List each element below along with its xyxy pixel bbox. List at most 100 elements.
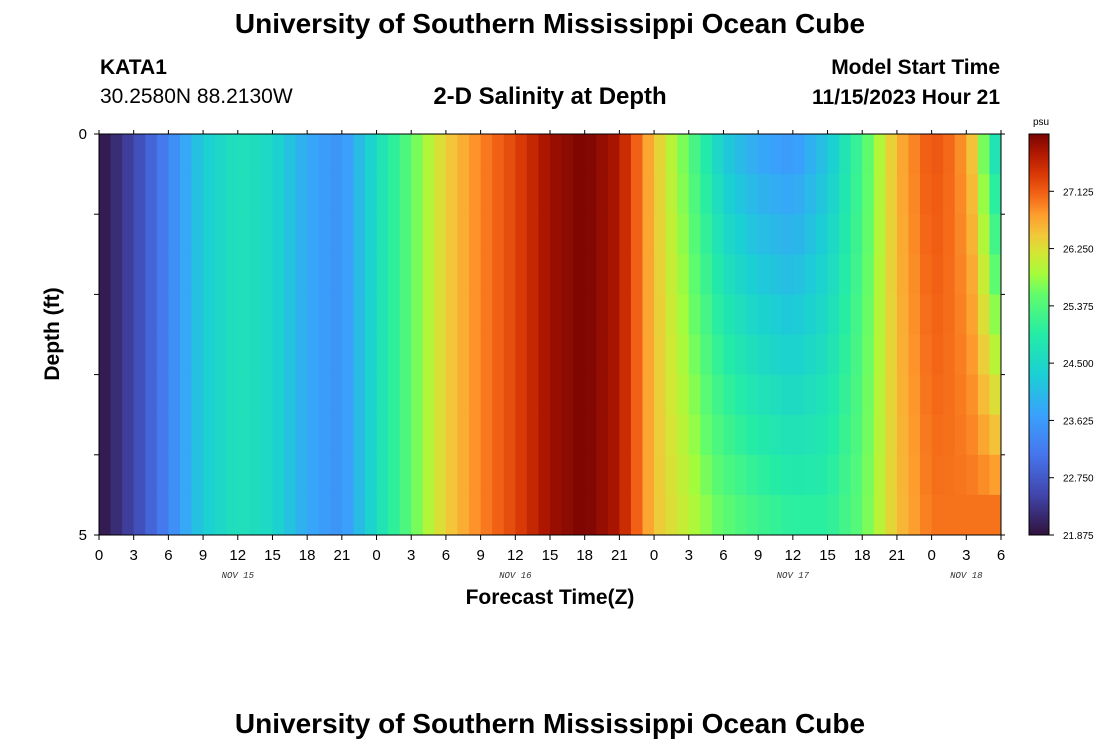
heatmap-cell [700,414,713,456]
heatmap-cell [434,414,447,456]
heatmap-cell [711,454,724,496]
heatmap-cell [214,454,227,496]
heatmap-cell [214,134,227,175]
heatmap-cell [700,454,713,496]
heatmap-cell [561,174,574,215]
heatmap-cell [203,174,216,215]
heatmap-cell [573,374,586,416]
heatmap-cell [399,134,412,175]
heatmap-cell [966,174,979,215]
heatmap-cell [943,134,956,175]
heatmap-cell [284,494,297,536]
heatmap-cell [388,414,401,456]
heatmap-cell [469,294,482,335]
heatmap-cell [584,134,597,175]
heatmap-cell [711,374,724,416]
heatmap-cell [920,374,933,416]
heatmap-cell [318,254,331,295]
heatmap-cell [249,134,262,175]
heatmap-cell [989,254,1002,295]
heatmap-cell [411,294,424,335]
heatmap-cell [896,254,909,295]
x-tick-label: 12 [507,547,524,564]
heatmap-cell [677,494,690,536]
heatmap-cell [966,294,979,335]
heatmap-cell [445,494,458,536]
heatmap-cell [758,414,771,456]
heatmap-cell [827,454,840,496]
heatmap-cell [723,494,736,536]
heatmap-cell [746,334,759,376]
heatmap-cell [642,494,655,536]
heatmap-cell [480,494,493,536]
heatmap-cell [307,174,320,215]
x-tick-label: 15 [264,547,281,564]
x-tick-label: 0 [372,547,380,564]
heatmap-cell [99,334,112,376]
heatmap-cell [434,254,447,295]
x-tick-label: 6 [997,547,1005,564]
heatmap-cell [561,494,574,536]
heatmap-cell [977,414,990,456]
heatmap-cell [179,174,193,215]
heatmap-cell [341,494,354,536]
colorbar-tick-label: 22.750 [1063,474,1094,485]
heatmap-cell [226,214,239,255]
heatmap-cell [862,494,875,536]
heatmap-cell [214,414,227,456]
heatmap-cell [237,254,250,295]
heatmap-cell [249,454,262,496]
heatmap-cell [133,254,146,295]
heatmap-cell [156,214,169,255]
heatmap-cell [249,414,262,456]
heatmap-cell [850,214,863,255]
heatmap-cell [931,374,944,416]
heatmap-cell [364,134,378,175]
heatmap-cell [596,454,609,496]
heatmap-cell [411,214,424,255]
heatmap-cell [99,214,112,255]
heatmap-cell [318,134,331,175]
heatmap-cell [122,494,135,536]
heatmap-cell [284,414,297,456]
heatmap-cell [133,174,146,215]
model-start-label: Model Start Time [831,56,1000,79]
heatmap-cell [619,134,632,175]
heatmap-cell [677,214,690,255]
heatmap-cell [677,334,690,376]
heatmap-cell [550,254,563,295]
heatmap-cell [769,254,782,295]
heatmap-cell [399,214,412,255]
heatmap-cell [515,374,528,416]
heatmap-cell [573,294,586,335]
heatmap-cell [989,454,1002,496]
heatmap-cell [746,374,759,416]
heatmap-cell [920,294,933,335]
heatmap-cell [179,254,193,295]
heatmap-cell [110,214,123,255]
heatmap-cell [203,414,216,456]
heatmap-cell [492,414,505,456]
heatmap-cell [769,334,782,376]
heatmap-cell [318,414,331,456]
heatmap-cell [445,174,458,215]
heatmap-cell [989,134,1002,175]
heatmap-cell [191,254,204,295]
heatmap-cell [272,134,285,175]
heatmap-cell [353,254,366,295]
heatmap-cell [388,494,401,536]
heatmap-cell [550,214,563,255]
heatmap-cell [237,174,250,215]
heatmap-cell [307,374,320,416]
heatmap-cell [896,414,909,456]
heatmap-cell [226,414,239,456]
heatmap-cell [122,334,135,376]
heatmap-cell [688,454,701,496]
heatmap-cell [873,374,886,416]
heatmap-cell [411,134,424,175]
heatmap-cell [353,374,366,416]
heatmap-cell [457,174,470,215]
x-tick-label: 6 [719,547,727,564]
heatmap-cell [966,214,979,255]
chart-subtitle: 2-D Salinity at Depth [433,83,667,110]
